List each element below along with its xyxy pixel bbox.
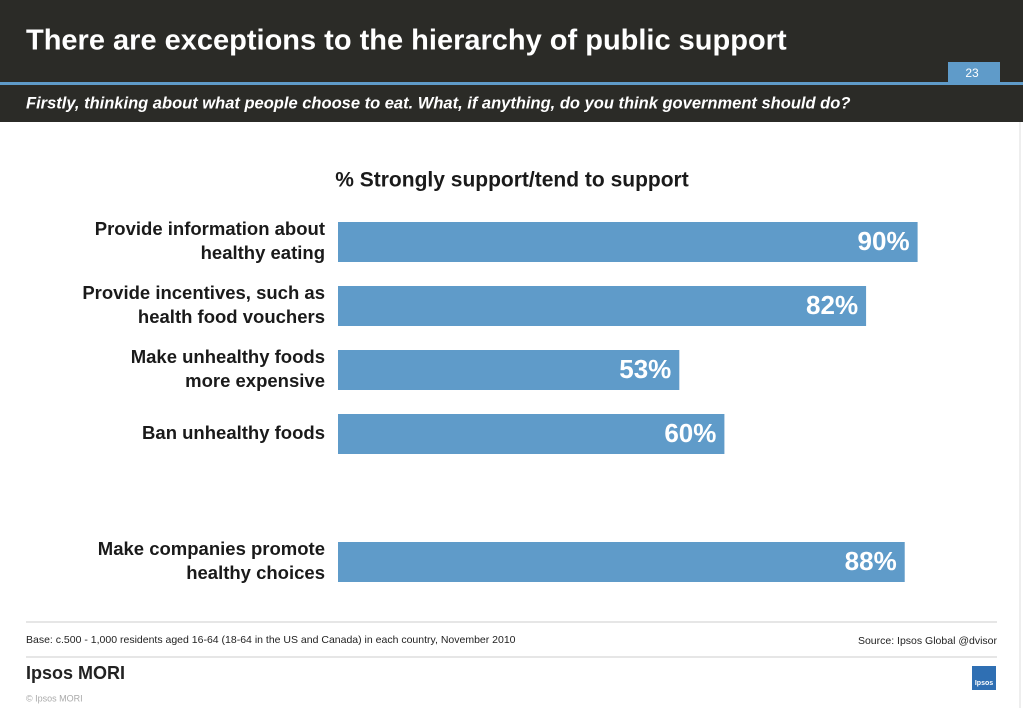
value-label: 82%	[806, 290, 858, 320]
question-band	[0, 85, 1023, 122]
category-label: healthy eating	[201, 242, 325, 263]
question: Firstly, thinking about what people choo…	[26, 94, 850, 112]
slide-number: 23	[965, 66, 979, 80]
badge	[972, 666, 996, 690]
bar	[338, 286, 867, 326]
value-label: 90%	[858, 226, 910, 256]
bar	[338, 542, 905, 582]
header-band	[0, 0, 1023, 82]
chart-title: % Strongly support/tend to support	[335, 169, 688, 192]
value-label: 88%	[845, 546, 897, 576]
bar	[338, 222, 918, 262]
base-note: Base: c.500 - 1,000 residents aged 16-64…	[26, 634, 516, 646]
category-label: health food vouchers	[138, 306, 325, 327]
value-label: 60%	[664, 418, 716, 448]
category-label: Make unhealthy foods	[131, 346, 325, 367]
slide-number-box	[948, 62, 1000, 84]
plot: Provide information about healthy eating 9…	[82, 218, 918, 583]
category-label: Ban unhealthy foods	[142, 422, 325, 443]
source-note: Source: Ipsos Global @dvisor	[858, 635, 998, 647]
category-label: healthy choices	[186, 562, 325, 583]
category-label: Provide information about	[95, 218, 325, 239]
bar	[338, 350, 680, 390]
category-label: Provide incentives, such as	[82, 282, 325, 303]
bar	[338, 414, 725, 454]
badge-text: Ipsos	[975, 680, 993, 687]
brand: Ipsos MORI	[26, 663, 125, 683]
category-label: Make companies promote	[98, 538, 325, 559]
header-rule	[0, 82, 1023, 85]
copyright: © Ipsos MORI	[26, 693, 83, 703]
value-label: 53%	[619, 354, 671, 384]
slide-title: There are exceptions to the hierarchy of…	[26, 25, 787, 57]
category-label: more expensive	[185, 370, 325, 391]
